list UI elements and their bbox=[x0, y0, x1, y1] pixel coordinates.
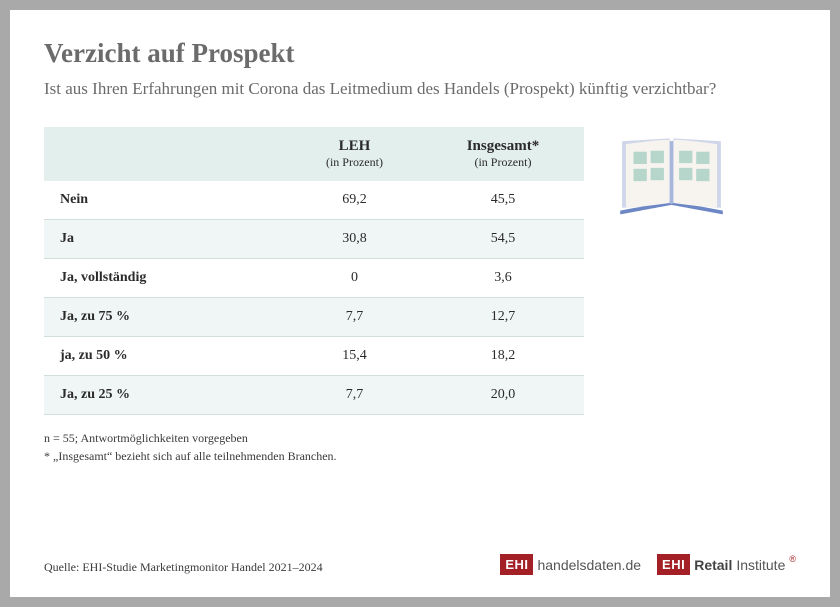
logo-retail-institute: EHI Retail Institute ® bbox=[657, 554, 796, 575]
row-leh: 7,7 bbox=[287, 297, 422, 336]
table-row: Nein 69,2 45,5 bbox=[44, 181, 584, 220]
col-header-total: Insgesamt* (in Prozent) bbox=[422, 127, 584, 181]
col-header-leh: LEH (in Prozent) bbox=[287, 127, 422, 181]
row-label: ja, zu 50 % bbox=[44, 336, 287, 375]
page-subtitle: Ist aus Ihren Erfahrungen mit Corona das… bbox=[44, 77, 724, 101]
col-header-empty bbox=[44, 127, 287, 181]
row-label: Nein bbox=[44, 181, 287, 220]
book-icon bbox=[614, 127, 729, 222]
page: Verzicht auf Prospekt Ist aus Ihren Erfa… bbox=[10, 10, 830, 597]
logo-text: handelsdaten.de bbox=[537, 557, 641, 573]
row-label: Ja, zu 25 % bbox=[44, 375, 287, 414]
table-row: Ja, zu 75 % 7,7 12,7 bbox=[44, 297, 584, 336]
row-label: Ja bbox=[44, 219, 287, 258]
row-leh: 7,7 bbox=[287, 375, 422, 414]
row-label: Ja, vollständig bbox=[44, 258, 287, 297]
row-label: Ja, zu 75 % bbox=[44, 297, 287, 336]
row-leh: 30,8 bbox=[287, 219, 422, 258]
table-row: ja, zu 50 % 15,4 18,2 bbox=[44, 336, 584, 375]
note-line-2: * „Insgesamt“ bezieht sich auf alle teil… bbox=[44, 447, 796, 465]
table-row: Ja, vollständig 0 3,6 bbox=[44, 258, 584, 297]
row-leh: 15,4 bbox=[287, 336, 422, 375]
data-table: LEH (in Prozent) Insgesamt* (in Prozent)… bbox=[44, 127, 584, 415]
page-title: Verzicht auf Prospekt bbox=[44, 38, 796, 69]
row-total: 20,0 bbox=[422, 375, 584, 414]
logo-text-bold: Retail bbox=[694, 557, 732, 573]
row-total: 3,6 bbox=[422, 258, 584, 297]
row-total: 18,2 bbox=[422, 336, 584, 375]
logos: EHI handelsdaten.de EHI Retail Institute… bbox=[500, 554, 796, 575]
note-line-1: n = 55; Antwortmöglichkeiten vorgegeben bbox=[44, 429, 796, 447]
table-row: Ja, zu 25 % 7,7 20,0 bbox=[44, 375, 584, 414]
source-citation: Quelle: EHI-Studie Marketingmonitor Hand… bbox=[44, 560, 323, 575]
row-total: 12,7 bbox=[422, 297, 584, 336]
row-leh: 0 bbox=[287, 258, 422, 297]
logo-handelsdaten: EHI handelsdaten.de bbox=[500, 554, 641, 575]
logo-text-light: Institute bbox=[736, 557, 785, 573]
row-total: 54,5 bbox=[422, 219, 584, 258]
table-header-row: LEH (in Prozent) Insgesamt* (in Prozent) bbox=[44, 127, 584, 181]
registered-mark-icon: ® bbox=[789, 554, 796, 564]
ehi-badge-icon: EHI bbox=[500, 554, 533, 575]
row-leh: 69,2 bbox=[287, 181, 422, 220]
row-total: 45,5 bbox=[422, 181, 584, 220]
ehi-badge-icon: EHI bbox=[657, 554, 690, 575]
table-notes: n = 55; Antwortmöglichkeiten vorgegeben … bbox=[44, 429, 796, 465]
table-row: Ja 30,8 54,5 bbox=[44, 219, 584, 258]
